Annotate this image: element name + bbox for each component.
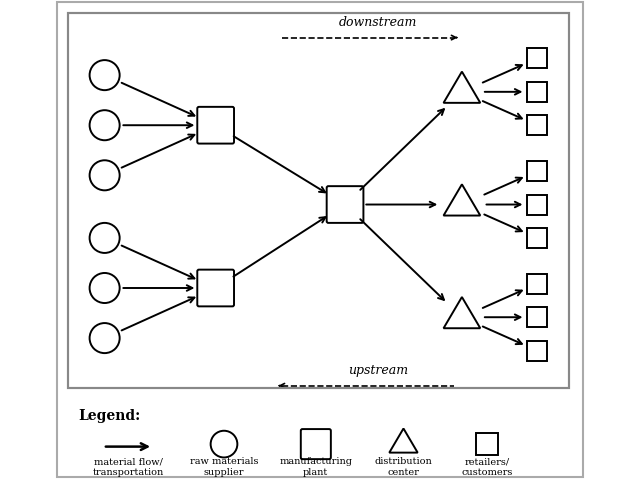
Bar <box>527 341 547 360</box>
Bar <box>527 82 547 102</box>
Text: material flow/
transportation: material flow/ transportation <box>92 457 164 477</box>
Text: downstream: downstream <box>339 16 418 29</box>
Text: manufacturing
plant: manufacturing plant <box>279 457 353 477</box>
Text: distribution
center: distribution center <box>374 457 433 477</box>
Bar <box>527 194 547 215</box>
Bar <box>527 307 547 327</box>
Bar <box>527 161 547 181</box>
Bar <box>527 115 547 135</box>
Bar <box>527 48 547 69</box>
Bar <box>527 274 547 294</box>
Bar <box>68 12 569 388</box>
Bar <box>68 12 569 388</box>
Bar <box>476 433 498 455</box>
Bar <box>527 228 547 248</box>
Text: Legend:: Legend: <box>78 409 140 423</box>
Text: raw materials
supplier: raw materials supplier <box>189 457 259 477</box>
Text: upstream: upstream <box>348 364 408 377</box>
Text: retailers/
customers: retailers/ customers <box>461 457 513 477</box>
